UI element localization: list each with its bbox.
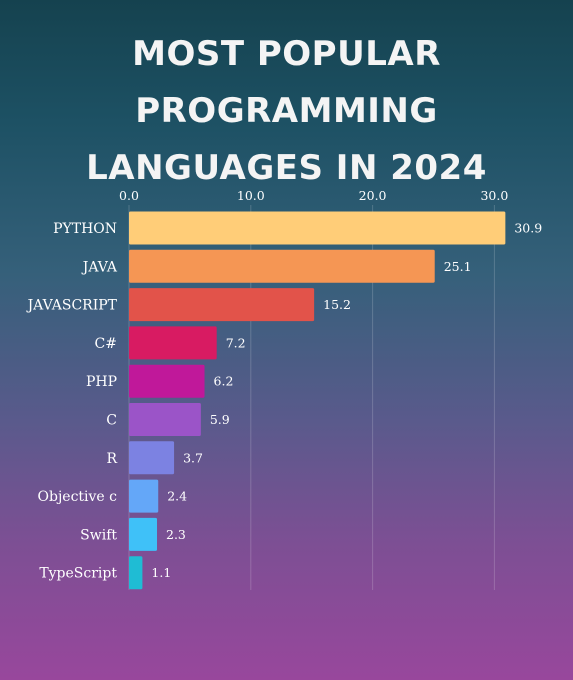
x-tick-label: 0.0	[119, 188, 139, 203]
bar	[129, 441, 175, 475]
category-label: PHP	[86, 374, 117, 390]
value-label: 25.1	[444, 259, 472, 274]
category-label: Objective c	[38, 489, 118, 505]
bar	[129, 211, 506, 245]
value-label: 15.2	[323, 297, 351, 312]
value-label: 3.7	[183, 450, 203, 465]
value-label: 1.1	[151, 565, 171, 580]
value-label: 6.2	[214, 374, 234, 389]
chart-title: MOST POPULAR PROGRAMMING LANGUAGES IN 20…	[0, 26, 573, 197]
x-tick-label: 30.0	[480, 188, 508, 203]
value-label: 5.9	[210, 412, 230, 427]
value-label: 2.3	[166, 527, 186, 542]
bar	[129, 288, 315, 322]
category-label: C#	[95, 336, 117, 352]
title-line-2: LANGUAGES IN 2024	[86, 148, 487, 188]
x-tick-label: 20.0	[359, 188, 387, 203]
category-label: R	[106, 451, 117, 467]
category-label: TypeScript	[39, 566, 117, 582]
value-label: 30.9	[514, 221, 542, 236]
bar	[129, 556, 143, 590]
bar	[129, 479, 159, 513]
category-label: JAVASCRIPT	[26, 298, 118, 314]
bar	[129, 249, 435, 283]
value-label: 2.4	[167, 489, 187, 504]
x-tick-label: 10.0	[237, 188, 265, 203]
bar	[129, 326, 217, 360]
category-label: JAVA	[81, 259, 118, 275]
category-label: C	[106, 413, 117, 429]
category-label: Swift	[80, 527, 117, 543]
category-label: PYTHON	[53, 221, 117, 237]
bar	[129, 517, 158, 551]
bar	[129, 403, 201, 436]
bar	[129, 364, 205, 398]
title-line-1: MOST POPULAR PROGRAMMING	[132, 34, 441, 131]
value-label: 7.2	[226, 335, 246, 350]
